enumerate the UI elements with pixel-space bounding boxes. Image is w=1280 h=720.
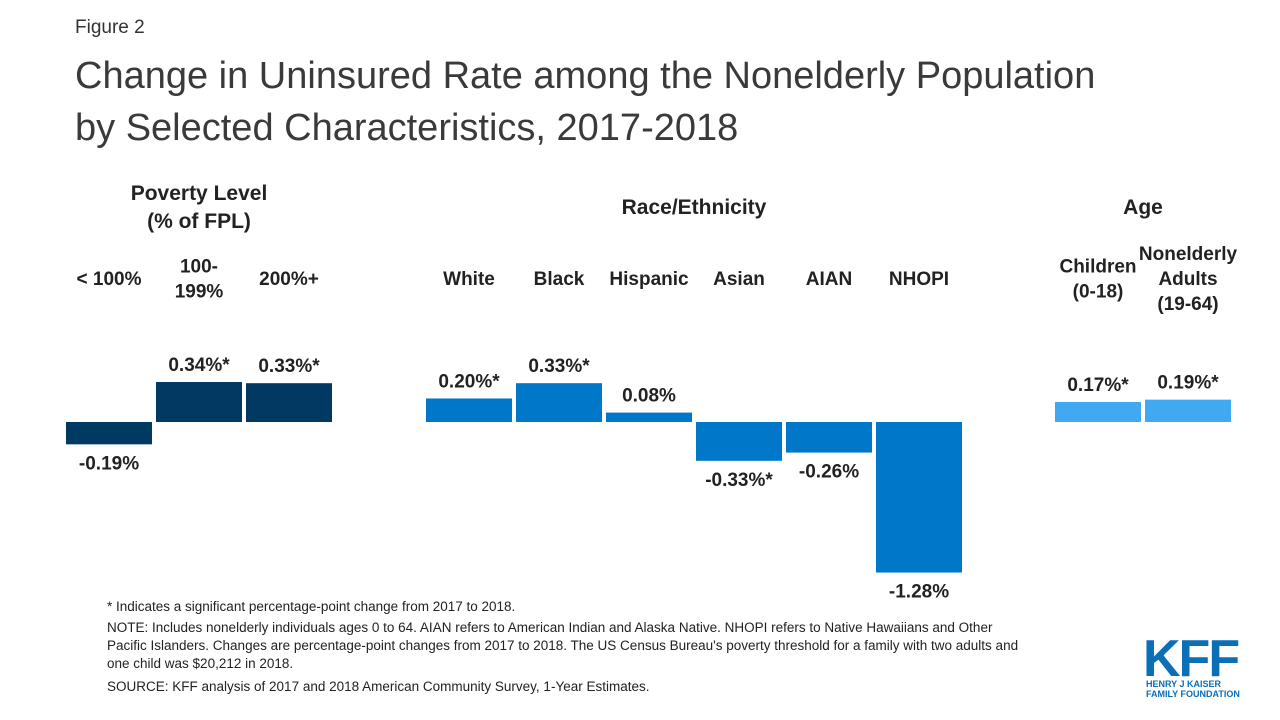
category-label: Asian	[713, 269, 765, 290]
bar	[1145, 399, 1231, 422]
value-label: 0.33%*	[528, 356, 590, 377]
category-label: White	[443, 269, 495, 290]
category-label: Hispanic	[609, 269, 689, 290]
category-label: Nonelderly Adults (19-64)	[1139, 244, 1238, 315]
footnote: * Indicates a significant percentage-poi…	[107, 599, 515, 614]
group-title: Age	[1123, 196, 1163, 219]
source: SOURCE: KFF analysis of 2017 and 2018 Am…	[107, 679, 650, 694]
figure-label: Figure 2	[75, 17, 145, 38]
bar	[156, 382, 242, 422]
bar	[426, 398, 512, 422]
group-title: Poverty Level (% of FPL)	[131, 182, 268, 233]
value-label: 0.20%*	[438, 371, 500, 392]
value-label: 0.17%*	[1067, 375, 1129, 396]
category-label: < 100%	[77, 269, 142, 290]
value-label: 0.19%*	[1157, 373, 1219, 394]
bar	[66, 422, 152, 445]
category-label: Children (0-18)	[1059, 257, 1136, 303]
bar	[786, 422, 872, 453]
bar	[876, 422, 962, 573]
bar	[606, 412, 692, 422]
value-label: 0.08%	[622, 386, 676, 407]
bar	[516, 383, 602, 422]
bar	[246, 383, 332, 422]
chart-title: Change in Uninsured Rate among the Nonel…	[75, 55, 1095, 149]
category-label: 100-199%	[175, 257, 224, 303]
value-label: 0.34%*	[168, 355, 230, 376]
category-label: 200%+	[259, 269, 319, 290]
logo: KFF	[1143, 630, 1238, 688]
value-label: -0.19%	[79, 453, 139, 474]
category-label: NHOPI	[889, 269, 949, 290]
category-label: Black	[534, 269, 585, 290]
bar	[696, 422, 782, 461]
value-label: -1.28%	[889, 582, 949, 603]
value-label: -0.26%	[799, 462, 859, 483]
note: NOTE: Includes nonelderly individuals ag…	[107, 620, 1018, 671]
logo-tagline: HENRY J KAISER FAMILY FOUNDATION	[1146, 679, 1240, 699]
bar	[1055, 402, 1141, 422]
category-label: AIAN	[806, 269, 852, 290]
value-label: -0.33%*	[705, 470, 773, 491]
value-label: 0.33%*	[258, 356, 320, 377]
group-title: Race/Ethnicity	[622, 196, 767, 219]
